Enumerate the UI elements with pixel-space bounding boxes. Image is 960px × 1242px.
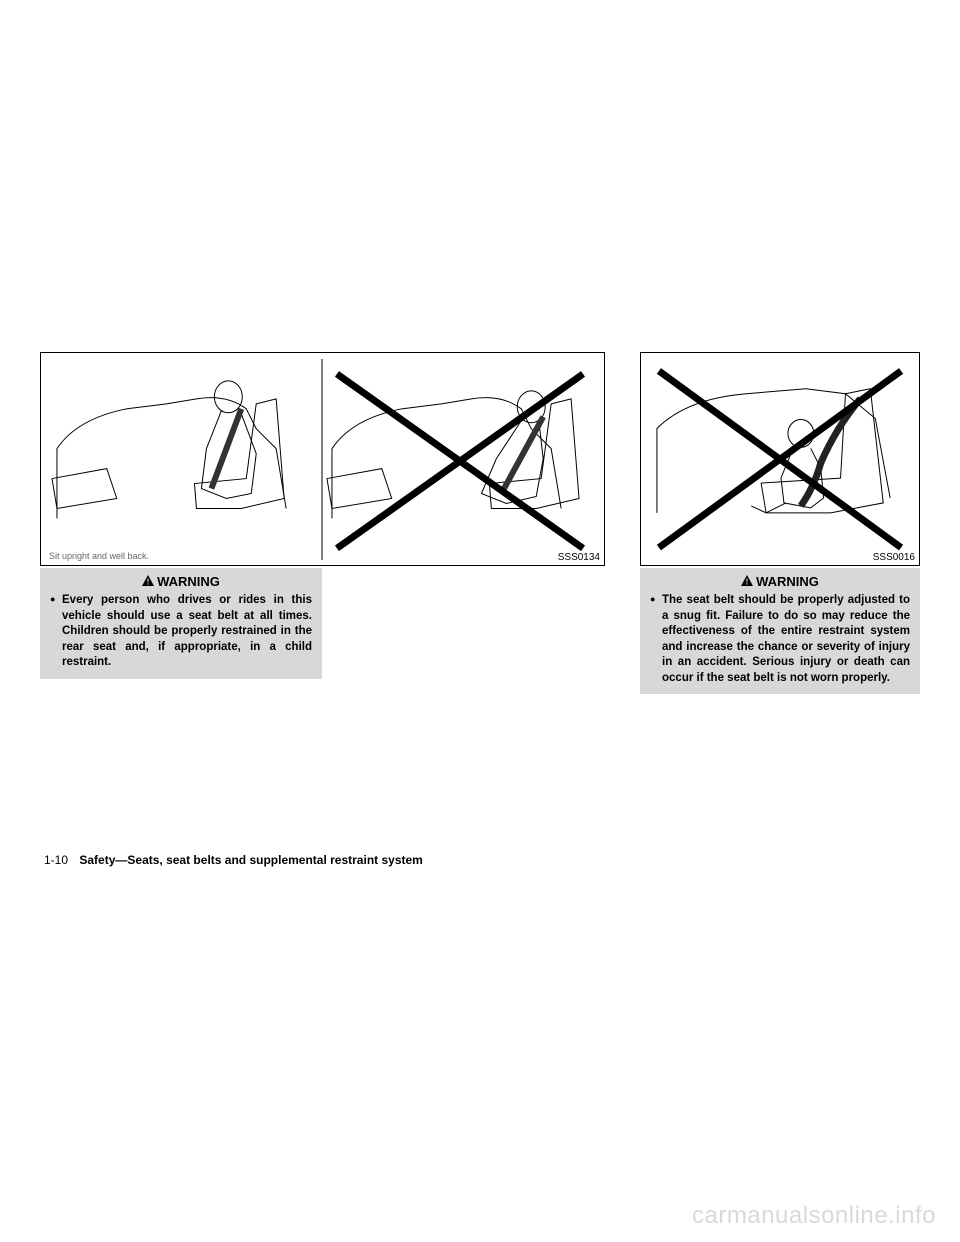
figure-right-lineart <box>647 359 913 559</box>
figure-right-label: SSS0016 <box>873 552 915 563</box>
warning-header-text: WARNING <box>756 574 819 589</box>
columns-container: Sit upright and well back. SSS0134 ! WAR… <box>40 352 920 694</box>
warning-icon: ! <box>142 574 154 589</box>
warning-item: The seat belt should be properly adjuste… <box>650 593 910 686</box>
warning-header-text: WARNING <box>157 574 220 589</box>
figure-left-caption: Sit upright and well back. <box>49 551 149 561</box>
right-column: SSS0016 ! WARNING The seat belt should b… <box>640 352 920 694</box>
watermark: carmanualsonline.info <box>692 1202 936 1230</box>
svg-text:!: ! <box>147 578 150 587</box>
page-content: Sit upright and well back. SSS0134 ! WAR… <box>40 352 920 694</box>
warning-box-left: ! WARNING Every person who drives or rid… <box>40 568 322 679</box>
warning-header-right: ! WARNING <box>650 574 910 589</box>
svg-text:!: ! <box>746 578 749 587</box>
section-title: Safety—Seats, seat belts and supplementa… <box>79 853 422 867</box>
page-number: 1-10 <box>44 853 68 867</box>
page-footer: 1-10 Safety—Seats, seat belts and supple… <box>44 853 423 867</box>
figure-right: SSS0016 <box>640 352 920 566</box>
warning-header-left: ! WARNING <box>50 574 312 589</box>
left-column: Sit upright and well back. SSS0134 ! WAR… <box>40 352 605 694</box>
warning-icon: ! <box>741 574 753 589</box>
warning-list-right: The seat belt should be properly adjuste… <box>650 593 910 686</box>
warning-list-left: Every person who drives or rides in this… <box>50 593 312 671</box>
warning-item: Every person who drives or rides in this… <box>50 593 312 671</box>
figure-left: Sit upright and well back. SSS0134 <box>40 352 605 566</box>
figure-left-label: SSS0134 <box>558 552 600 563</box>
figure-left-lineart <box>47 359 598 560</box>
warning-box-right: ! WARNING The seat belt should be proper… <box>640 568 920 694</box>
